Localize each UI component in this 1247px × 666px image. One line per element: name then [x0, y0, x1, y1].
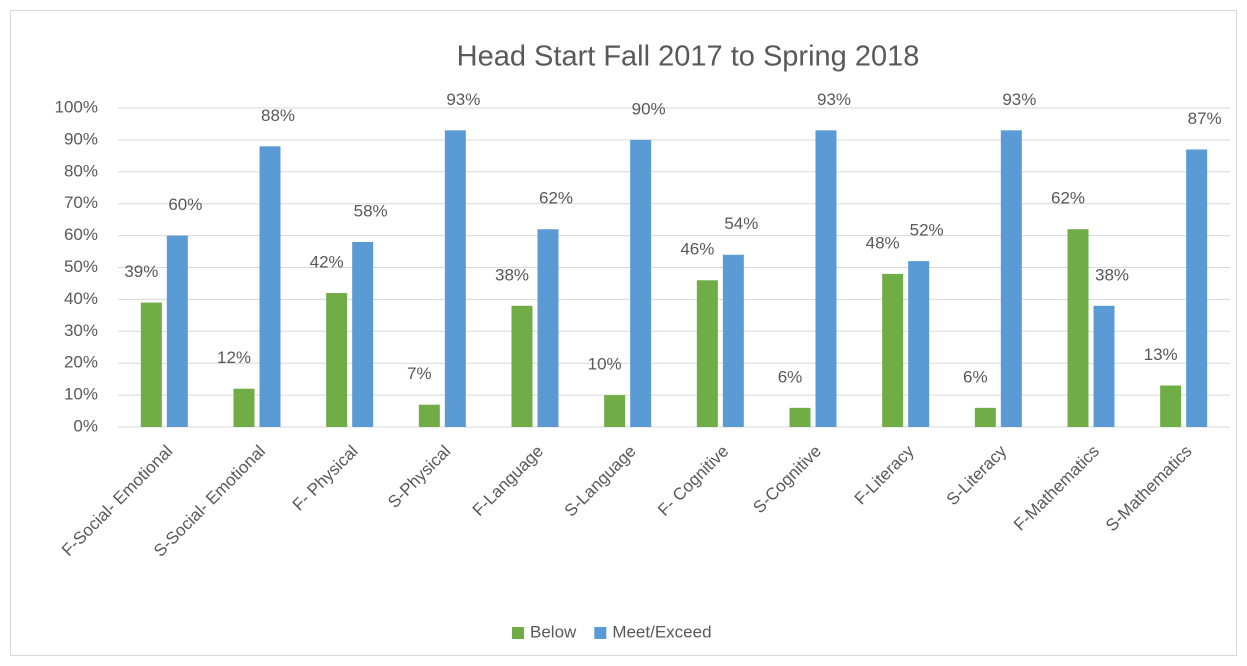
value-label: 93%	[1002, 90, 1036, 109]
value-label: 42%	[310, 253, 344, 272]
legend-label: Meet/Exceed	[612, 622, 711, 641]
value-label: 10%	[588, 355, 622, 374]
bar	[722, 254, 744, 427]
bar	[326, 293, 348, 427]
y-tick-label: 100%	[55, 97, 98, 116]
y-tick-label: 20%	[64, 353, 98, 372]
bar	[352, 241, 374, 427]
value-label: 87%	[1188, 109, 1222, 128]
value-label: 46%	[680, 240, 714, 259]
bar	[233, 388, 255, 427]
value-label: 88%	[261, 106, 295, 125]
bar	[630, 139, 652, 427]
y-tick-label: 40%	[64, 289, 98, 308]
bar	[511, 305, 533, 427]
value-label: 93%	[817, 90, 851, 109]
bar	[537, 229, 559, 427]
y-tick-label: 90%	[64, 129, 98, 148]
value-label: 6%	[778, 367, 803, 386]
value-label: 13%	[1144, 345, 1178, 364]
value-label: 90%	[632, 99, 666, 118]
bar	[974, 407, 996, 427]
y-tick-label: 10%	[64, 385, 98, 404]
bar	[815, 130, 837, 427]
bar	[166, 235, 188, 427]
value-label: 54%	[724, 214, 758, 233]
chart-title: Head Start Fall 2017 to Spring 2018	[457, 41, 920, 73]
y-tick-label: 50%	[64, 257, 98, 276]
value-label: 58%	[354, 201, 388, 220]
bar	[140, 302, 162, 427]
bar	[1160, 385, 1182, 427]
bar	[908, 261, 930, 427]
legend-swatch	[594, 627, 607, 639]
chart-border	[10, 10, 1237, 656]
y-tick-label: 70%	[64, 193, 98, 212]
legend-label: Below	[530, 622, 577, 641]
legend-swatch	[512, 627, 524, 639]
bar	[1186, 149, 1208, 427]
y-tick-label: 60%	[64, 225, 98, 244]
bar	[444, 130, 466, 427]
bar	[1000, 130, 1022, 427]
value-label: 7%	[407, 364, 432, 383]
bar	[696, 280, 718, 427]
bar	[259, 146, 281, 427]
bar	[1067, 229, 1089, 427]
value-label: 62%	[539, 189, 573, 208]
value-label: 12%	[217, 348, 251, 367]
y-tick-label: 0%	[73, 416, 98, 435]
y-tick-label: 30%	[64, 321, 98, 340]
value-label: 60%	[168, 195, 202, 214]
value-label: 39%	[124, 262, 158, 281]
value-label: 93%	[446, 90, 480, 109]
bar	[604, 395, 626, 427]
bar	[1093, 305, 1115, 427]
value-label: 6%	[963, 367, 988, 386]
value-label: 62%	[1051, 189, 1085, 208]
value-label: 38%	[495, 265, 529, 284]
value-label: 52%	[910, 221, 944, 240]
bar	[789, 407, 811, 427]
value-label: 48%	[866, 233, 900, 252]
bar	[418, 404, 440, 427]
value-label: 38%	[1095, 265, 1129, 284]
y-tick-label: 80%	[64, 161, 98, 180]
bar	[882, 273, 904, 427]
